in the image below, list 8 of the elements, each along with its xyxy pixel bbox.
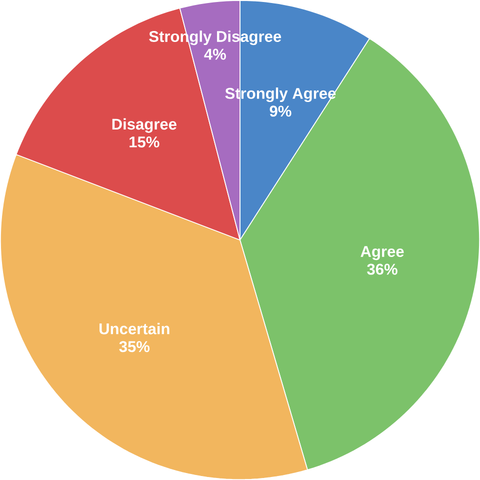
data-label: 36%	[367, 264, 398, 275]
data-label: 9%	[270, 106, 292, 117]
data-label: 15%	[130, 136, 160, 148]
slice-label: Disagree	[112, 118, 176, 133]
slice-label: Uncertain	[100, 322, 170, 334]
slice-label: Agree	[360, 246, 404, 260]
data-label: 35%	[119, 341, 150, 352]
data-label: 4%	[204, 48, 226, 60]
